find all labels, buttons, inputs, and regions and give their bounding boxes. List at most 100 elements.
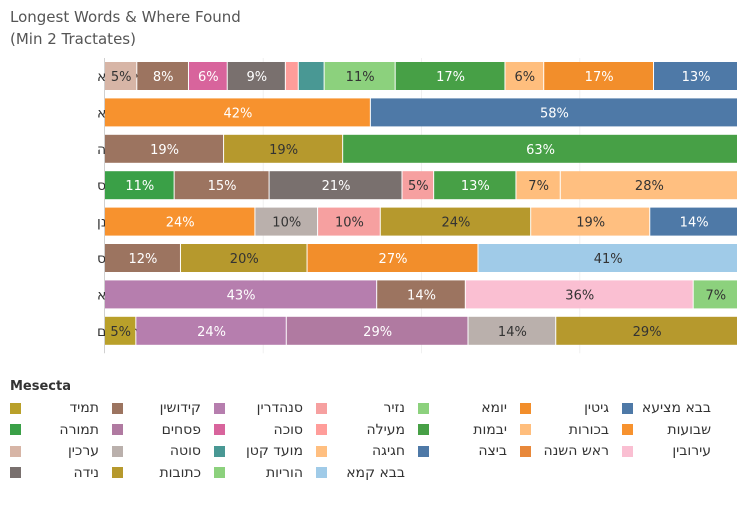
bar-segment — [136, 316, 286, 345]
data-label: 11% — [346, 70, 375, 85]
legend-item[interactable]: יומא — [418, 399, 507, 417]
data-label: 17% — [436, 70, 465, 85]
bar-segment — [380, 207, 531, 236]
legend-item[interactable]: חגיגה — [316, 442, 405, 460]
legend-swatch — [10, 467, 21, 478]
legend-item[interactable]: ביצה — [418, 442, 507, 460]
data-label: 5% — [110, 325, 131, 340]
legend-item[interactable]: בכורות — [520, 421, 609, 439]
legend-label: שבועות — [667, 421, 711, 438]
legend-swatch — [622, 402, 633, 414]
legend-item[interactable]: סנהדרין — [214, 399, 303, 417]
legend-item[interactable]: מועד קטן — [214, 442, 303, 460]
data-label: 28% — [635, 179, 664, 194]
data-label: 13% — [682, 70, 711, 85]
bar-segment — [556, 316, 737, 345]
bar-segment — [105, 62, 137, 90]
data-label: 11% — [125, 179, 154, 194]
data-label: 5% — [111, 70, 132, 85]
legend: Mesecta תמיד קידושין סנהדרין נזיר יומא גיטין ב… — [10, 379, 745, 504]
data-label: 24% — [166, 216, 195, 231]
bar-segment — [465, 280, 693, 309]
legend-label: יומא — [481, 400, 507, 416]
legend-item[interactable]: עירובין — [622, 442, 711, 460]
legend-item[interactable]: שבועות — [622, 421, 711, 439]
legend-label: כתובות — [159, 464, 201, 481]
data-label: 43% — [227, 288, 256, 303]
bar-segment — [286, 316, 468, 345]
legend-item[interactable]: נידה — [10, 464, 99, 482]
bar-segment — [402, 171, 434, 200]
legend-swatch — [520, 445, 531, 457]
legend-label: ביצה — [478, 443, 507, 459]
legend-label: תמיד — [69, 400, 99, 416]
legend-item[interactable]: תמיד — [10, 399, 99, 417]
chart-title-line-1: Longest Words & Where Found — [10, 8, 241, 26]
legend-swatch — [316, 445, 327, 457]
legend-item[interactable]: נזיר — [316, 399, 405, 417]
data-label: 14% — [680, 216, 709, 231]
legend-label: סוטה — [169, 443, 201, 459]
legend-item[interactable]: בבא מציעא — [622, 399, 711, 417]
legend-label: נזיר — [383, 400, 406, 416]
legend-label: חגיגה — [372, 443, 405, 459]
data-label: 29% — [633, 325, 662, 340]
bar-segment — [174, 171, 269, 200]
bar-segment — [343, 134, 737, 163]
data-label: 58% — [540, 106, 569, 121]
legend-label: קידושין — [159, 400, 201, 416]
legend-label: פסחים — [161, 421, 201, 438]
data-label: 36% — [565, 288, 594, 303]
data-label: 8% — [153, 70, 174, 85]
data-label: 7% — [528, 179, 549, 194]
data-label: 12% — [129, 252, 158, 267]
stacked-bar-chart: מדאורייתא5%8%6%9%11%17%6%17%13%בדאורייתא… — [97, 58, 737, 354]
bar-segment — [318, 207, 380, 236]
legend-label: סנהדרין — [256, 400, 303, 416]
data-label: 15% — [208, 179, 237, 194]
data-label: 7% — [706, 288, 727, 303]
legend-label: ערכין — [67, 443, 99, 459]
legend-label: תמורה — [59, 421, 99, 438]
bar-segment — [370, 98, 737, 127]
legend-item[interactable]: הוריות — [214, 464, 303, 482]
bar-segment — [285, 62, 298, 90]
bar-segment — [180, 244, 307, 272]
legend-item[interactable]: יבמות — [418, 421, 507, 439]
legend-label: עירובין — [672, 443, 711, 459]
data-label: 6% — [198, 70, 219, 85]
data-label: 42% — [223, 106, 252, 121]
legend-item[interactable]: סוטה — [112, 442, 201, 460]
data-label: 19% — [269, 143, 298, 158]
legend-item[interactable]: פסחים — [112, 421, 201, 439]
legend-swatch — [520, 424, 531, 435]
legend-label: יבמות — [473, 421, 507, 438]
data-label: 5% — [408, 179, 429, 194]
legend-item[interactable]: מעילה — [316, 421, 405, 439]
bar-segment — [693, 280, 737, 309]
legend-swatch — [316, 402, 327, 414]
legend-item[interactable]: סוכה — [214, 421, 303, 439]
bar-segment — [224, 134, 343, 163]
data-label: 63% — [526, 143, 555, 158]
bar-segment — [560, 171, 737, 200]
legend-swatch — [418, 424, 429, 435]
legend-item[interactable]: ראש השנה — [520, 442, 609, 460]
legend-swatch — [112, 402, 123, 414]
legend-item[interactable]: קידושין — [112, 399, 201, 417]
data-label: 24% — [442, 216, 471, 231]
data-label: 14% — [498, 325, 527, 340]
bar-segment — [531, 207, 650, 236]
legend-swatch — [112, 467, 123, 478]
bar-segment — [105, 244, 180, 272]
legend-item[interactable]: ערכין — [10, 442, 99, 460]
data-label: 10% — [272, 216, 301, 231]
bar-segment — [468, 316, 556, 345]
legend-item[interactable]: כתובות — [112, 464, 201, 482]
legend-label: מעילה — [366, 421, 405, 438]
legend-item[interactable]: תמורה — [10, 421, 99, 439]
legend-swatch — [418, 402, 429, 414]
legend-swatch — [418, 445, 429, 457]
legend-item[interactable]: בבא קמא — [316, 464, 405, 482]
legend-item[interactable]: גיטין — [520, 399, 609, 417]
